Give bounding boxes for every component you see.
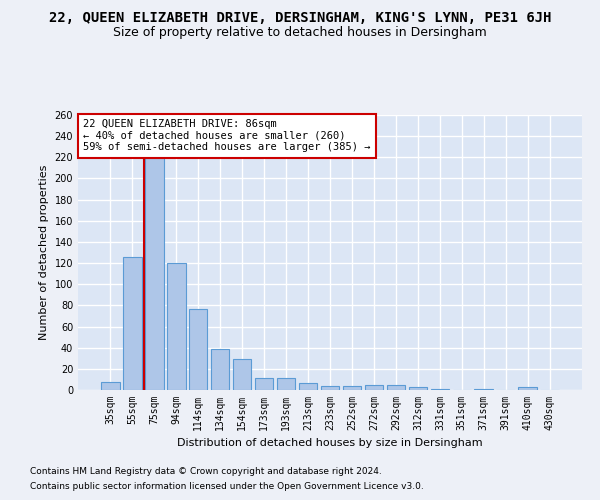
Bar — [233, 360, 251, 390]
Bar — [386, 384, 405, 390]
Bar — [277, 378, 295, 390]
Text: Size of property relative to detached houses in Dersingham: Size of property relative to detached ho… — [113, 26, 487, 39]
Bar — [145, 158, 164, 390]
X-axis label: Distribution of detached houses by size in Dersingham: Distribution of detached houses by size … — [177, 438, 483, 448]
Text: Contains public sector information licensed under the Open Government Licence v3: Contains public sector information licen… — [30, 482, 424, 491]
Bar — [475, 389, 493, 390]
Bar — [299, 382, 317, 390]
Bar — [189, 308, 208, 390]
Bar — [211, 349, 229, 390]
Bar — [123, 256, 142, 390]
Bar — [320, 386, 340, 390]
Bar — [255, 378, 274, 390]
Bar — [343, 386, 361, 390]
Bar — [518, 387, 537, 390]
Text: Contains HM Land Registry data © Crown copyright and database right 2024.: Contains HM Land Registry data © Crown c… — [30, 467, 382, 476]
Y-axis label: Number of detached properties: Number of detached properties — [39, 165, 49, 340]
Bar — [409, 387, 427, 390]
Bar — [365, 384, 383, 390]
Text: 22, QUEEN ELIZABETH DRIVE, DERSINGHAM, KING'S LYNN, PE31 6JH: 22, QUEEN ELIZABETH DRIVE, DERSINGHAM, K… — [49, 11, 551, 25]
Bar — [101, 382, 119, 390]
Text: 22 QUEEN ELIZABETH DRIVE: 86sqm
← 40% of detached houses are smaller (260)
59% o: 22 QUEEN ELIZABETH DRIVE: 86sqm ← 40% of… — [83, 119, 371, 152]
Bar — [167, 263, 185, 390]
Bar — [431, 389, 449, 390]
